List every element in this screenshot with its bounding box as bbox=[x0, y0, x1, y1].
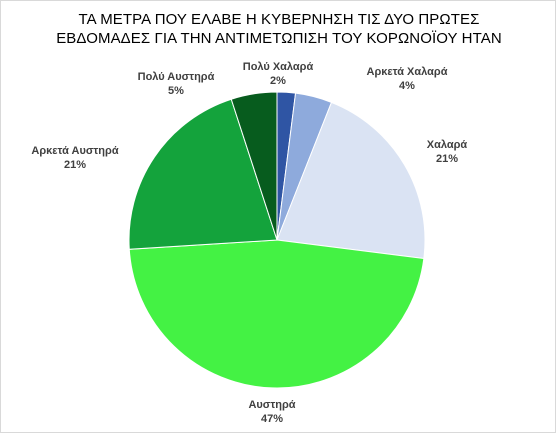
pie-slice-4 bbox=[128, 98, 278, 250]
pie-slice-2 bbox=[276, 101, 426, 260]
chart-title-line-1: ΤΑ ΜΕΤΡΑ ΠΟΥ ΕΛΑΒΕ Η ΚΥΒΕΡΝΗΣΗ ΤΙΣ ΔΥΟ Π… bbox=[78, 11, 480, 28]
pie-slice-3 bbox=[128, 239, 425, 389]
slice-label-name: Αρκετά Χαλαρά bbox=[366, 66, 448, 78]
slice-label-percent: 21% bbox=[63, 159, 87, 171]
slice-label-name: Αυστηρά bbox=[248, 399, 296, 411]
slice-label-percent: 2% bbox=[270, 75, 286, 87]
chart-title: ΤΑ ΜΕΤΡΑ ΠΟΥ ΕΛΑΒΕ Η ΚΥΒΕΡΝΗΣΗ ΤΙΣ ΔΥΟ Π… bbox=[0, 10, 558, 48]
slice-label-name: Αρκετά Αυστηρά bbox=[31, 145, 119, 157]
slice-label-afstira: Αυστηρά 47% bbox=[232, 398, 312, 426]
slice-label-name: Χαλαρά bbox=[426, 139, 468, 151]
chart-title-line-2: ΕΒΔΟΜΑΔΕΣ ΓΙΑ ΤΗΝ ΑΝΤΙΜΕΤΩΠΙΣΗ ΤΟΥ ΚΟΡΩΝ… bbox=[56, 30, 502, 47]
slice-label-polu-afstira: Πολύ Αυστηρά 5% bbox=[126, 70, 226, 98]
slice-label-polu-xalara: Πολύ Χαλαρά 2% bbox=[238, 60, 318, 88]
slice-label-xalara: Χαλαρά 21% bbox=[412, 138, 482, 166]
slice-label-arketa-afstira: Αρκετά Αυστηρά 21% bbox=[20, 144, 130, 172]
slice-label-percent: 47% bbox=[260, 413, 284, 425]
slice-label-arketa-xalara: Αρκετά Χαλαρά 4% bbox=[352, 65, 462, 93]
slice-label-percent: 4% bbox=[399, 80, 415, 92]
slice-label-percent: 21% bbox=[435, 153, 459, 165]
pie-slice-5 bbox=[230, 91, 278, 241]
slice-label-name: Πολύ Χαλαρά bbox=[242, 61, 314, 73]
slice-label-name: Πολύ Αυστηρά bbox=[137, 71, 215, 83]
slice-label-percent: 5% bbox=[168, 85, 184, 97]
